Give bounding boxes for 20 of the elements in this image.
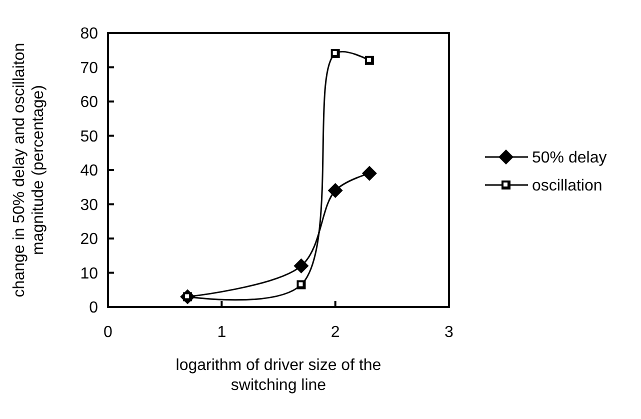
y-tick-label: 80 — [80, 26, 98, 43]
y-tick-label: 0 — [89, 300, 98, 317]
y-tick-label: 30 — [80, 196, 98, 214]
y-tick-label: 20 — [80, 231, 98, 248]
x-tick-label: 1 — [217, 324, 226, 341]
x-tick-label: 2 — [330, 324, 340, 341]
y-tick-label: 10 — [80, 265, 98, 282]
y-tick-label: 70 — [80, 60, 98, 77]
point — [362, 166, 377, 181]
y-tick-label: 40 — [80, 162, 98, 180]
legend-label: 50% delay — [532, 150, 607, 167]
point — [294, 258, 309, 274]
y-tick-label: 50 — [80, 128, 98, 146]
point — [328, 183, 343, 198]
x-axis-title: logarithm of driver size of the switching line — [176, 357, 382, 394]
y-tick-label: 60 — [80, 94, 98, 112]
x-tick-label: 0 — [104, 324, 113, 341]
y-axis-title: change in 50% delay and oscillaiton magnitude (percentage) — [11, 42, 47, 298]
legend-label: oscillation — [532, 178, 602, 195]
x-tick-label: 3 — [444, 324, 454, 341]
